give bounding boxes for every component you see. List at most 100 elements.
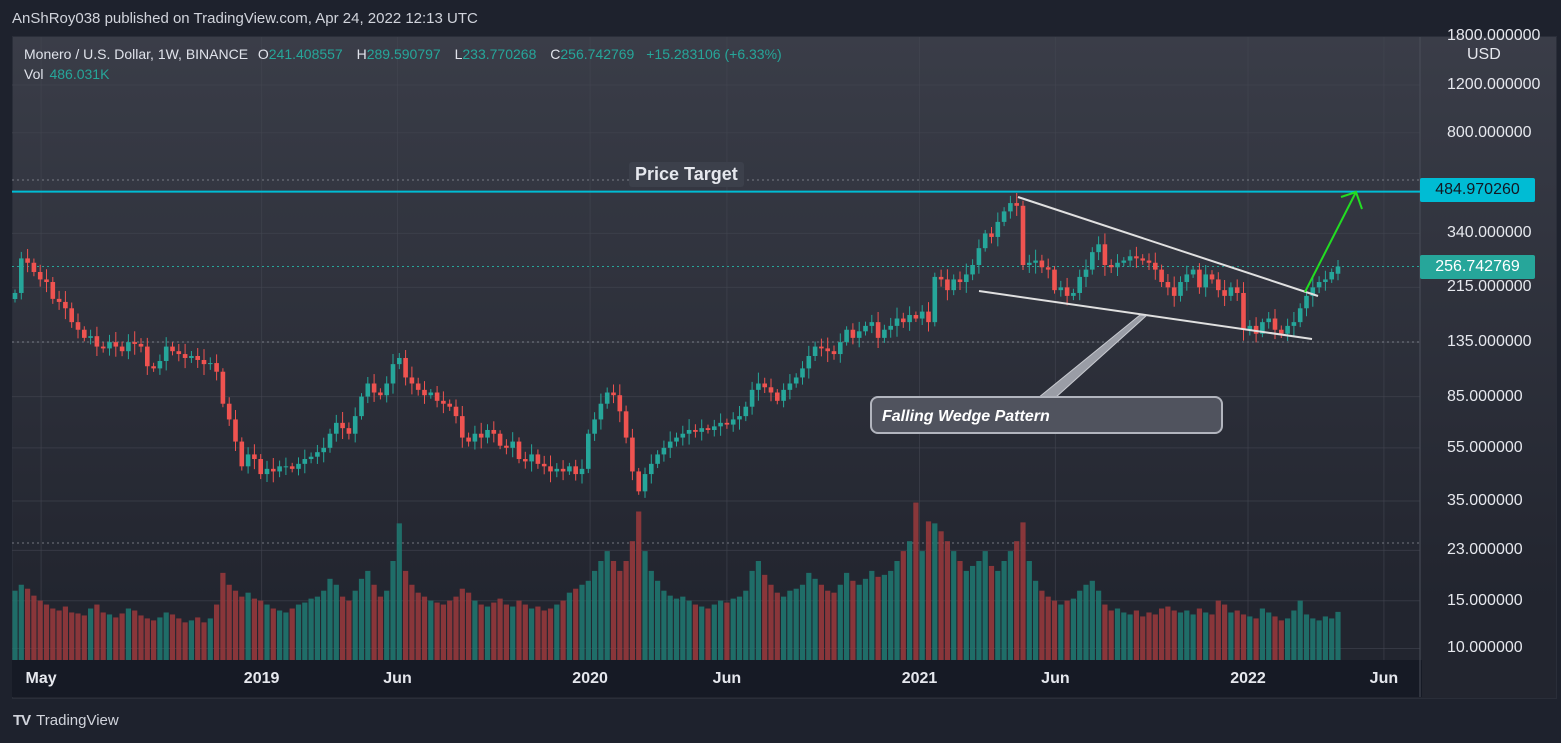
y-tick-label: 215.000000 [1447,278,1532,296]
volume-bar [25,588,31,660]
candle-body [775,392,780,401]
candle-body [163,346,169,362]
volume-bar [1266,612,1272,660]
y-tick-label: 800.000000 [1447,123,1532,141]
volume-bar [655,580,661,660]
volume-bar [1316,620,1322,660]
volume-bar [1297,600,1303,660]
candle-body [787,383,793,390]
volume-bar [151,620,157,660]
candle-body [138,343,144,347]
volume-bar [1140,616,1146,660]
volume-bar [453,596,459,660]
volume-bar [396,523,402,660]
candle-body [649,463,654,475]
y-tick-label: 1800.000000 [1447,27,1541,44]
volume-bar [239,596,245,660]
candle-body [315,452,320,457]
y-tick-label: 10.000000 [1447,639,1523,657]
candle-body [447,403,452,407]
candle-body [964,274,969,283]
volume-bar [308,598,314,660]
candle-body [233,419,238,442]
volume-bar [554,604,560,660]
candle-body [252,454,257,460]
candle-body [94,336,100,347]
high-value: 289.590797 [366,46,441,62]
candle-body [541,463,547,467]
volume-bar [579,584,585,660]
volume-bar [1070,598,1076,660]
candle-body [529,454,534,462]
x-tick-label: 2019 [243,670,280,687]
volume-bar [327,578,333,660]
candle-body [970,265,975,275]
candle-body [334,422,339,434]
volume-bar [1051,600,1058,660]
candle-body [1115,262,1120,268]
volume-bar [705,608,711,660]
candle-body [1266,318,1271,323]
close-value: 256.742769 [560,46,635,62]
volume-bar [365,570,371,660]
volume-bar [409,584,415,660]
candle-body [1027,262,1032,266]
candle-body [1171,287,1177,296]
volume-bar [1196,608,1202,660]
candle-body [1222,290,1227,296]
target-price-label: 484.970260 [1420,178,1535,202]
volume-bar [283,612,289,660]
volume-bar [913,502,919,660]
candle-body [567,466,572,472]
candle-body [1033,260,1038,263]
candle-body [1285,325,1290,334]
falling-wedge-callout[interactable]: Falling Wedge Pattern [870,396,1223,434]
candle-body [189,356,194,358]
volume-bar [163,612,169,660]
candle-body [875,322,881,338]
candle-body [1335,266,1341,274]
candle-body [75,322,81,330]
volume-bar [699,606,705,660]
wedge-lower-trendline [978,290,1313,340]
candle-body [1127,256,1133,261]
volume-bar [75,613,81,660]
candle-body [516,441,522,460]
candle-body [460,416,465,438]
volume-bar [415,592,421,660]
candle-body [938,276,944,280]
candle-body [907,315,912,323]
candle-body [472,433,478,442]
volume-bar [686,600,692,660]
candle-body [1323,279,1328,283]
x-tick-label: Jun [1369,670,1399,687]
volume-bar [951,551,957,660]
volume-bar [1303,614,1310,660]
candle-body [825,348,830,352]
time-axis[interactable] [12,660,1422,697]
volume-bar [1291,610,1297,660]
volume-bar [12,590,18,660]
high-label: H [356,46,367,62]
x-tick-label: 2020 [572,670,608,687]
volume-bar [1234,610,1240,660]
volume-bar [226,584,232,660]
candle-body [611,392,616,396]
price-target-label[interactable]: Price Target [629,162,744,187]
tradingview-brand[interactable]: TV TradingView [13,712,119,729]
volume-bar [799,584,806,660]
candle-body [1272,318,1278,330]
candle-body [686,429,692,434]
x-tick-label: Jun [712,670,742,687]
volume-bar [1177,612,1184,660]
candle-body [1304,295,1309,309]
volume-bar [585,580,591,660]
volume-bar [214,604,220,660]
chart-panel[interactable] [12,36,1557,699]
candle-body [340,422,345,429]
volume-bar [56,610,62,660]
x-tick-label: Jun [383,670,412,687]
candle-body [25,258,30,263]
candle-body [586,433,591,469]
